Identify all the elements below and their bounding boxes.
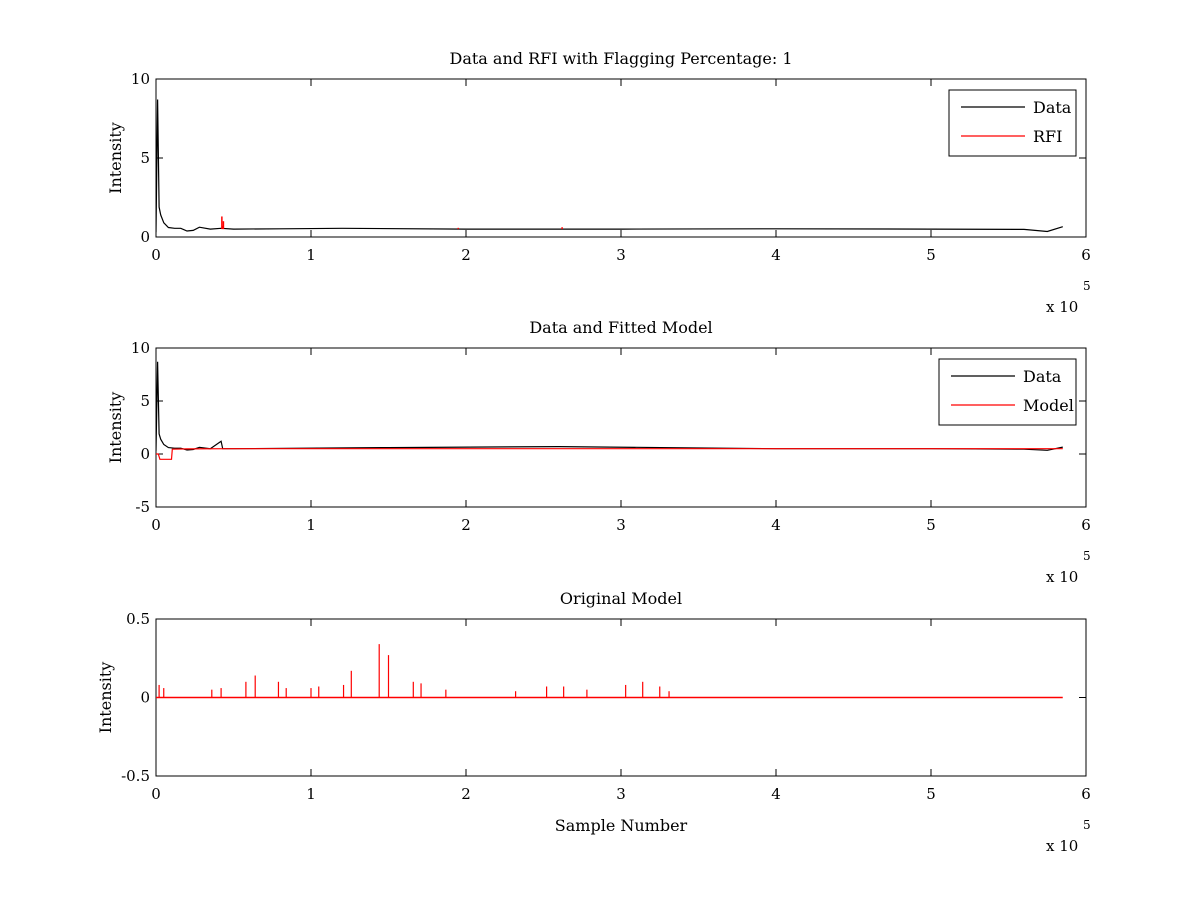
x-tick-label: 0 [151, 516, 161, 534]
y-tick-label: 0 [140, 228, 150, 246]
x-tick-label: 1 [306, 516, 316, 534]
y-axis-label: Intensity [106, 392, 125, 464]
y-tick-label: 0 [140, 445, 150, 463]
legend-entry: Data [1033, 98, 1072, 117]
legend-entry: Data [1023, 367, 1062, 386]
x-exponent: 5 [1083, 549, 1091, 563]
y-tick-label: -0.5 [121, 767, 150, 785]
plot-area [155, 78, 1087, 238]
legend: Data RFI [948, 89, 1077, 157]
x-tick-label: 6 [1081, 785, 1091, 803]
y-tick-label: 5 [140, 392, 150, 410]
legend-entry: RFI [1033, 127, 1062, 146]
legend-box [948, 89, 1077, 157]
x-multiplier: x 10 [1046, 837, 1078, 855]
x-axis-label: Sample Number [555, 816, 688, 835]
legend: Data Model [938, 358, 1077, 426]
x-tick-label: 3 [616, 516, 626, 534]
x-tick-label: 1 [306, 785, 316, 803]
chart-panel-1: 0 1 2 3 4 5 6 0 5 10 x 10 5 Data and RFI with Flaggi… [106, 49, 1091, 316]
legend-box [938, 358, 1077, 426]
x-tick-label: 1 [306, 246, 316, 264]
x-multiplier: x 10 [1046, 298, 1078, 316]
plot-area [155, 347, 1087, 508]
x-tick-label: 0 [151, 785, 161, 803]
x-tick-label: 5 [926, 516, 936, 534]
x-tick-label: 2 [461, 785, 471, 803]
chart-title: Data and RFI with Flagging Percentage: 1 [449, 49, 792, 68]
y-tick-label: 5 [140, 149, 150, 167]
y-tick-label: -5 [135, 498, 150, 516]
series-line-model [156, 448, 1063, 460]
x-tick-label: 4 [771, 246, 781, 264]
chart-title: Original Model [560, 589, 682, 608]
series-line-data [156, 99, 1063, 233]
x-multiplier: x 10 [1046, 568, 1078, 586]
y-tick-label: 10 [131, 339, 150, 357]
x-tick-label: 2 [461, 516, 471, 534]
plot-marks [156, 99, 1063, 233]
x-tick-label: 3 [616, 785, 626, 803]
x-tick-label: 6 [1081, 516, 1091, 534]
x-tick-label: 3 [616, 246, 626, 264]
x-exponent: 5 [1083, 279, 1091, 293]
y-axis-label: Intensity [96, 662, 115, 734]
x-tick-label: 0 [151, 246, 161, 264]
plot-marks [156, 644, 1063, 699]
legend-entry: Model [1023, 396, 1074, 415]
y-tick-label: 10 [131, 70, 150, 88]
x-tick-label: 5 [926, 246, 936, 264]
y-tick-label: 0 [140, 689, 150, 707]
x-tick-label: 5 [926, 785, 936, 803]
x-tick-label: 4 [771, 785, 781, 803]
y-tick-label: 0.5 [126, 610, 150, 628]
x-tick-label: 6 [1081, 246, 1091, 264]
x-exponent: 5 [1083, 818, 1091, 832]
plot-marks [156, 361, 1063, 460]
x-tick-label: 4 [771, 516, 781, 534]
x-tick-label: 2 [461, 246, 471, 264]
y-axis-label: Intensity [106, 122, 125, 194]
chart-title: Data and Fitted Model [529, 318, 712, 337]
